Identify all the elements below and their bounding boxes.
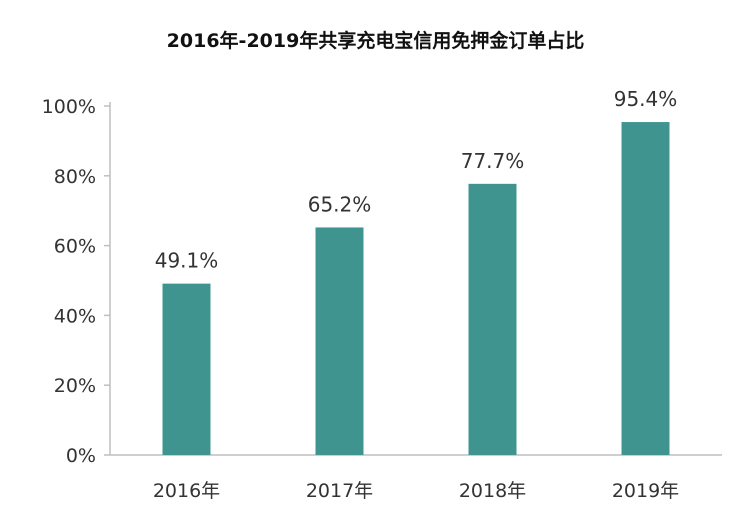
- y-axis: 0% 20% 40% 60% 80% 100%: [42, 96, 111, 467]
- bars: [162, 122, 670, 455]
- x-tick-label-4: 2019年: [612, 480, 679, 502]
- data-label-1: 49.1%: [155, 249, 219, 273]
- y-tick-label: 20%: [54, 375, 96, 397]
- chart-title: 2016年-2019年共享充电宝信用免押金订单占比: [166, 30, 585, 52]
- data-label-3: 77.7%: [461, 149, 525, 173]
- y-tick-label: 80%: [54, 166, 96, 188]
- data-label-2: 65.2%: [308, 192, 372, 216]
- y-tick-label: 100%: [42, 96, 96, 118]
- x-axis: 2016年 2017年 2018年 2019年: [110, 454, 722, 502]
- data-labels: 49.1% 65.2% 77.7% 95.4%: [155, 87, 678, 273]
- bar-3: [468, 183, 517, 455]
- bar-1: [162, 283, 211, 455]
- x-tick-label-2: 2017年: [306, 480, 373, 502]
- y-tick-label: 60%: [54, 236, 96, 258]
- bar-4: [621, 122, 670, 455]
- x-tick-label-3: 2018年: [459, 480, 526, 502]
- x-tick-label-1: 2016年: [153, 480, 220, 502]
- y-tick-label: 40%: [54, 305, 96, 327]
- data-label-4: 95.4%: [614, 87, 678, 111]
- bar-2: [315, 227, 364, 455]
- y-tick-label: 0%: [66, 445, 96, 467]
